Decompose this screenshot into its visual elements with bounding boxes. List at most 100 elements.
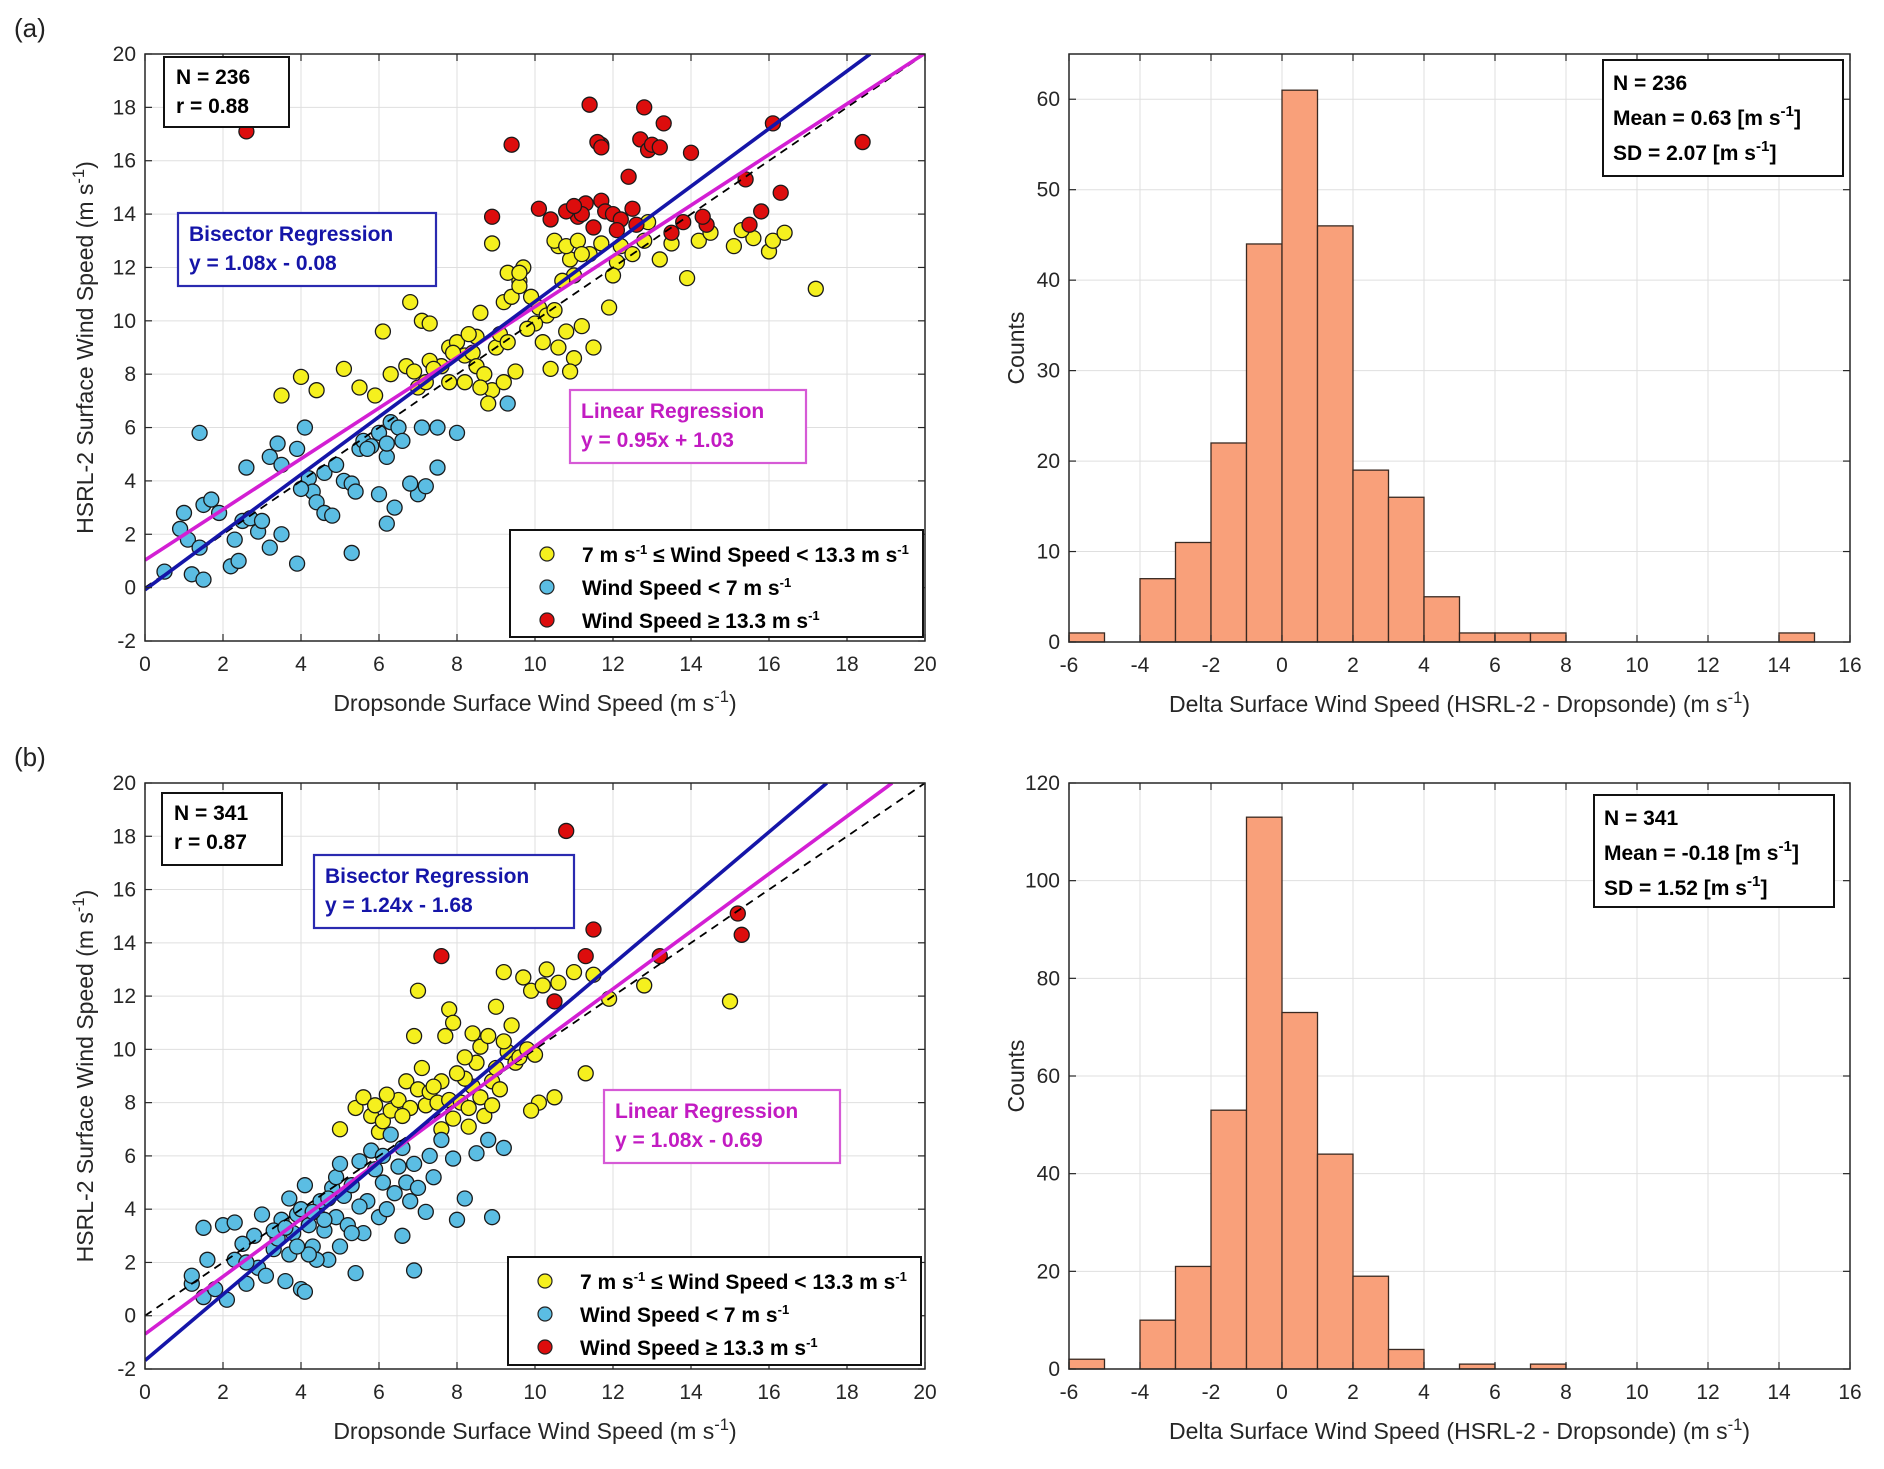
data-point [296, 1283, 314, 1300]
histogram-panel-b-hist: -6 -4 -2 0 2 4 6 8 10 12 14 16 0 20 40 60 80 100 120 N = 34… [1003, 772, 1862, 1444]
2-xtick-label: 4 [295, 1381, 307, 1404]
data-point [694, 208, 711, 225]
0-ytick-label: 12 [113, 256, 136, 279]
histogram-bar [1423, 596, 1461, 643]
2-xtick-label: 18 [835, 1381, 858, 1404]
legend-sup: -1 [897, 542, 909, 557]
data-point [581, 96, 598, 113]
2-ytick-label: 18 [113, 825, 136, 848]
3-ytick-label: 100 [1025, 870, 1060, 893]
data-point [495, 963, 512, 981]
histogram-bar [1245, 816, 1283, 1370]
data-point [175, 504, 193, 522]
data-point [425, 1078, 442, 1095]
data-point [483, 1209, 501, 1226]
data-point [398, 1073, 415, 1090]
3-xtick-label: 12 [1696, 1381, 1719, 1404]
legend-marker [537, 1306, 553, 1322]
data-point [690, 232, 707, 249]
2-ytick-label: 4 [124, 1198, 136, 1221]
data-point [764, 232, 782, 249]
histogram-bar [1174, 541, 1212, 643]
data-point [550, 339, 567, 356]
2-ytick-label: 8 [124, 1092, 136, 1115]
data-point [503, 1017, 520, 1034]
n-count: N = 236 [176, 66, 250, 89]
1-xtick-label: -6 [1060, 654, 1079, 677]
data-point [257, 1267, 275, 1284]
data-point [405, 1155, 423, 1173]
data-point [421, 1147, 438, 1165]
legend-text: Wind Speed < 7 m s [580, 1304, 778, 1327]
x-axis-label: Delta Surface Wind Speed (HSRL-2 - Drops… [1169, 1415, 1750, 1444]
data-point [331, 1155, 349, 1173]
data-point [495, 374, 512, 391]
data-point [433, 947, 450, 965]
legend-sup: -1 [636, 542, 648, 557]
1-ytick-label: 30 [1037, 360, 1060, 383]
legend-border [507, 1256, 922, 1366]
histogram-bar [1139, 1319, 1177, 1370]
0-xtick-label: 8 [451, 653, 463, 676]
1-axes-box [1068, 53, 1851, 643]
data-point [394, 1107, 411, 1125]
legend-marker [539, 579, 555, 595]
data-point [351, 1153, 368, 1170]
legend-label: Wind Speed ≥ 13.3 m s-1 [580, 1335, 818, 1360]
3-ytick-label: 40 [1037, 1163, 1060, 1186]
data-point [261, 448, 278, 466]
histogram-bar [1352, 469, 1390, 643]
data-point [503, 136, 520, 153]
y-axis-label-sup: -1 [69, 169, 88, 184]
data-point [448, 1211, 466, 1228]
data-point [378, 515, 395, 532]
data-point [269, 435, 286, 452]
one-to-one-line [145, 783, 925, 1317]
sd-value-main: SD = 1.52 [m s [1604, 877, 1747, 900]
data-point [195, 1219, 212, 1236]
data-point [573, 318, 590, 335]
data-point [480, 1027, 497, 1045]
data-point [577, 947, 594, 965]
2-ytick-label: 2 [124, 1251, 136, 1274]
x-axis-label-sup: -1 [1728, 1415, 1743, 1434]
sd-value-tail: ] [1769, 142, 1776, 165]
legend-marker [537, 1339, 553, 1355]
1-xtick-label: 16 [1838, 654, 1861, 677]
histogram-bar [1529, 632, 1567, 643]
data-point [405, 1027, 423, 1045]
3-xtick-label: 4 [1418, 1381, 1430, 1404]
data-point [390, 1158, 407, 1175]
3-xtick-label: -6 [1060, 1381, 1079, 1404]
data-point [429, 419, 446, 436]
3-xtick-label: 2 [1347, 1381, 1359, 1404]
bisector-regression-box: Bisector Regression y = 1.08x - 0.08 [176, 211, 438, 288]
data-point [448, 1065, 466, 1082]
data-point [374, 1174, 392, 1191]
histogram-bar [1778, 632, 1816, 643]
legend-marker [539, 546, 555, 562]
y-axis-label-sup: -1 [69, 897, 88, 912]
data-point [437, 1027, 454, 1045]
data-point [366, 1097, 384, 1114]
legend-text: 7 m s [580, 1271, 634, 1294]
bisector-title: Bisector Regression [189, 223, 393, 246]
data-point [448, 424, 466, 442]
legend-sup: -1 [634, 1269, 646, 1284]
2-xtick-label: 14 [679, 1381, 703, 1404]
0-xtick-label: 2 [217, 653, 229, 676]
2-xtick-label: 20 [913, 1381, 936, 1404]
2-ytick-label: 6 [124, 1145, 136, 1168]
1-ytick-label: 60 [1037, 88, 1060, 111]
mean-value-main: Mean = -0.18 [m s [1604, 842, 1779, 865]
data-point [374, 323, 392, 340]
data-point [253, 512, 271, 530]
data-point [519, 320, 536, 337]
data-point [522, 1102, 540, 1119]
0-ytick-label: 0 [124, 577, 136, 600]
data-point [593, 139, 610, 156]
series-blue [156, 395, 516, 588]
stats-box-border [1602, 59, 1844, 177]
legend-text: Wind Speed ≥ 13.3 m s [582, 610, 808, 633]
data-point [534, 334, 551, 351]
